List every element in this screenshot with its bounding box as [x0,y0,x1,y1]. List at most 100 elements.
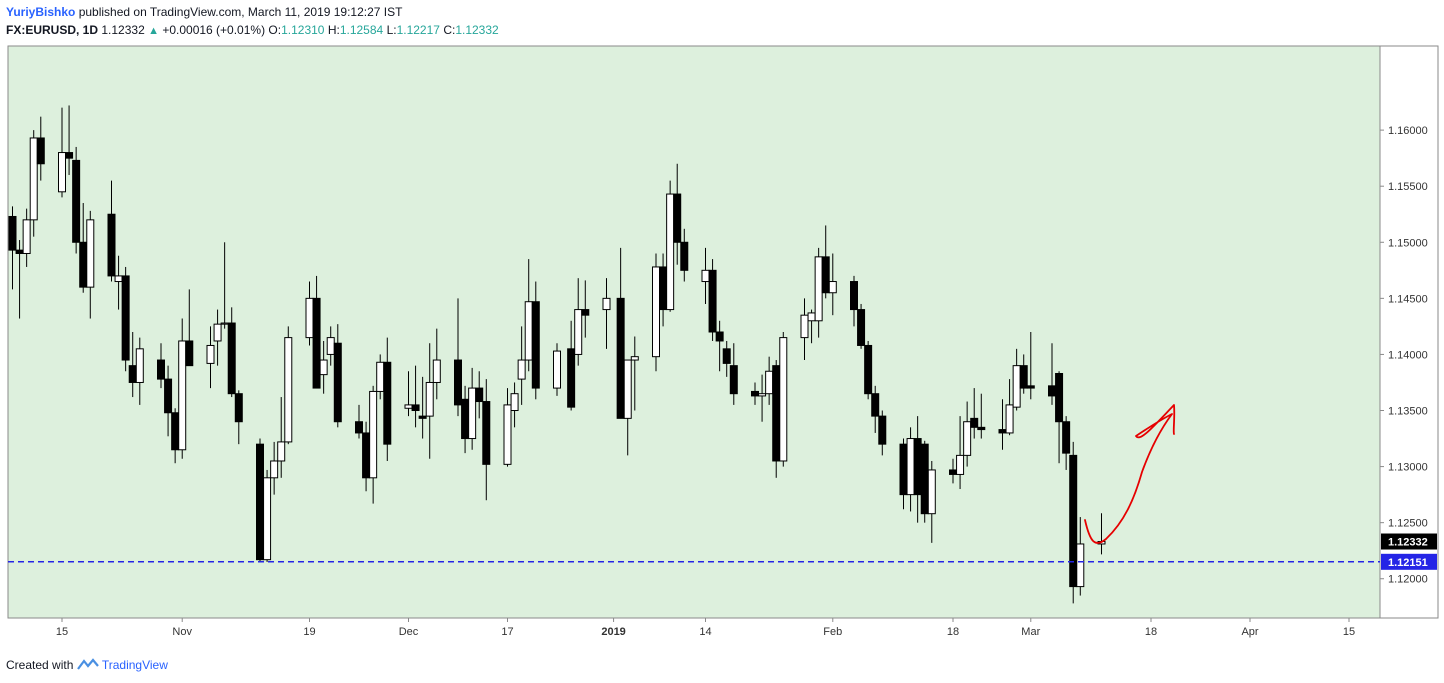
candle [319,340,328,394]
candle [574,278,583,366]
candle-body [114,275,123,283]
candle-body [666,193,675,311]
candle [673,163,682,265]
candle [432,328,441,400]
candle [65,105,74,175]
symbol-label[interactable]: FX:EURUSD, 1D [6,23,99,37]
last-price-badge-text: 1.12332 [1388,537,1428,549]
candle-body [1012,365,1021,408]
candle-body [1048,385,1056,397]
candle-body [517,359,526,380]
candle-body [977,426,986,431]
candle-body [22,219,31,254]
candle-body [1019,365,1028,389]
projection-arrow-drawing [1084,404,1176,544]
candle [36,116,45,181]
candle-body [213,323,222,342]
candle-body [319,359,328,376]
drawings-layer: 1.12332 1.12151 [8,404,1437,570]
candle-body [284,337,293,443]
candle [616,247,625,419]
candle-body [765,370,774,395]
candle [864,340,873,400]
candle-body [673,193,682,243]
candle-body [800,314,809,339]
candle [29,130,38,237]
candle-body [623,359,632,419]
support-level-badge [1381,553,1437,570]
candle-body [531,301,540,389]
publish-info: YuriyBishko published on TradingView.com… [6,5,402,19]
candle-body [185,340,194,367]
candle [121,266,130,372]
price-tick-label: 1.12500 [1388,518,1428,530]
candlestick-chart[interactable]: 1.16000 1.15500 1.15000 1.14500 1.14000 1.135… [0,42,1444,650]
candle-body [850,281,858,311]
candle-body [461,398,470,440]
candle-body [772,365,781,462]
candle-body [227,322,236,395]
candle [157,343,165,389]
candle-body [878,415,887,445]
candle-body [751,390,759,397]
support-level-badge-text: 1.12151 [1388,557,1428,569]
candle-body [567,348,576,408]
candle [927,460,936,543]
footer: Created with TradingView [6,658,168,672]
time-tick-label: 17 [501,626,513,638]
candle [821,225,830,299]
candle-body [475,387,484,403]
candle [970,388,979,439]
candle-body [157,359,165,380]
candle [418,376,427,439]
candle-body [178,340,187,451]
candle-body [36,137,45,165]
candle [581,280,590,338]
candle-body [270,460,279,479]
candle-body [906,438,915,496]
candle-body [899,443,908,496]
candle [623,359,632,456]
candle-body [376,361,385,392]
candle-body [524,301,533,361]
last-price-badge [1381,533,1437,550]
candle [468,367,477,450]
price-change: +0.00016 (+0.01%) [162,23,266,37]
candle-body [553,350,561,389]
candle-body [86,219,95,288]
candle [1062,416,1071,470]
low-value: 1.12217 [396,23,440,37]
candle [1055,371,1064,464]
candle [135,337,144,405]
plot-area[interactable] [8,46,1380,618]
candle-body [164,378,173,414]
candle [425,343,434,459]
candle-body [355,421,363,434]
tradingview-brand[interactable]: TradingView [101,658,168,672]
candle-body [263,477,272,561]
candle [956,416,965,490]
price-tick-label: 1.16000 [1388,125,1428,137]
candle [256,438,264,562]
price-tick-label: 1.15000 [1388,237,1428,249]
candle-body [234,393,243,423]
symbol-legend: FX:EURUSD, 1D 1.12332 ▲ +0.00016 (+0.01%… [6,23,499,37]
candle-body [602,297,611,311]
candle [164,365,173,437]
tradingview-logo-icon [76,658,102,672]
candle-body [468,387,477,440]
candle-body [970,417,979,428]
candle [284,326,293,445]
close-value: 1.12332 [455,23,499,37]
candle [531,281,540,400]
time-axis[interactable]: 15 Nov 19 Dec 17 2019 14 Feb 18 Mar 18 Apr 15 [8,617,1438,638]
candle [270,441,279,495]
author-link[interactable]: YuriyBishko [6,5,76,19]
candle-body [701,269,710,283]
time-tick-label: 15 [1343,626,1355,638]
candle [86,210,95,319]
price-tick-label: 1.13000 [1388,462,1428,474]
candle [517,326,526,405]
time-tick-label: Dec [399,626,419,638]
candle [411,365,420,428]
